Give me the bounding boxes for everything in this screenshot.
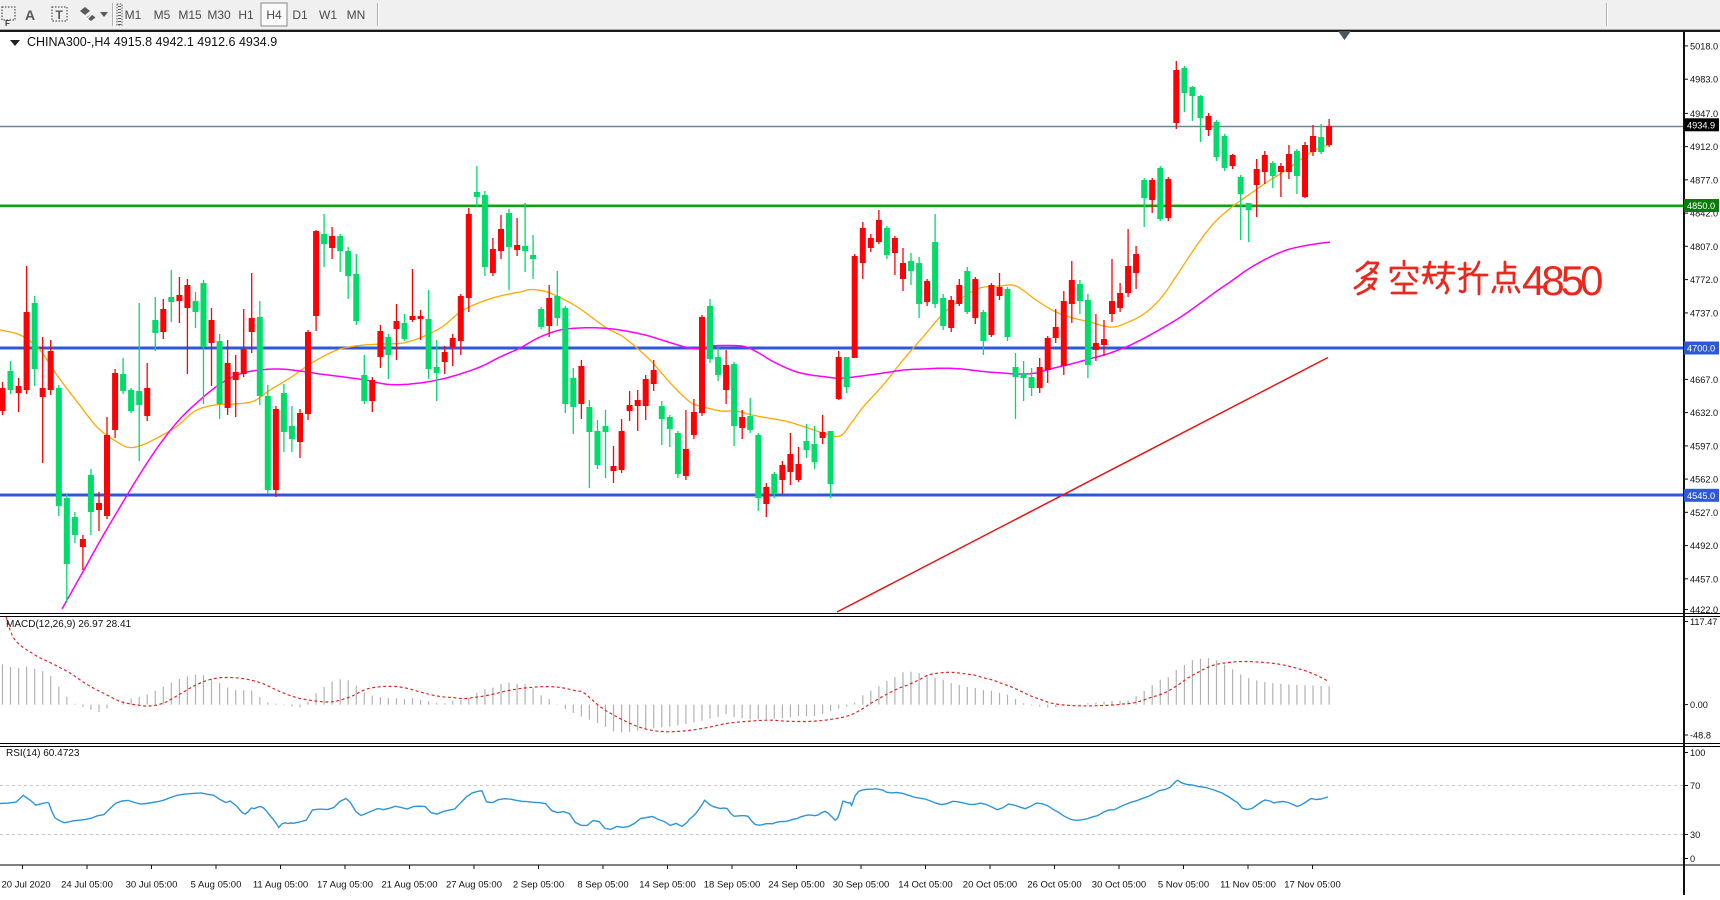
svg-text:2 Sep 05:00: 2 Sep 05:00 [513,880,564,891]
svg-text:4562.0: 4562.0 [1690,475,1718,485]
svg-text:4632.0: 4632.0 [1690,408,1718,418]
svg-text:M15: M15 [178,8,202,22]
svg-text:5 Nov 05:00: 5 Nov 05:00 [1158,880,1209,891]
svg-text:0.00: 0.00 [1690,700,1708,710]
svg-text:4597.0: 4597.0 [1690,441,1718,451]
svg-text:4737.0: 4737.0 [1690,308,1718,318]
svg-text:H4: H4 [266,8,282,22]
svg-text:W1: W1 [319,8,337,22]
svg-text:5018.0: 5018.0 [1690,41,1718,51]
svg-text:0: 0 [1690,854,1695,864]
svg-text:21 Aug 05:00: 21 Aug 05:00 [382,880,438,891]
svg-text:18 Sep 05:00: 18 Sep 05:00 [704,880,761,891]
svg-text:4807.0: 4807.0 [1690,242,1718,252]
svg-text:CHINA300-,H4 4915.8 4942.1 49: CHINA300-,H4 4915.8 4942.1 4912.6 4934.9 [27,35,277,49]
svg-text:24 Jul 05:00: 24 Jul 05:00 [61,880,113,891]
svg-text:30: 30 [1690,830,1700,840]
svg-text:100: 100 [1690,748,1705,758]
svg-text:8 Sep 05:00: 8 Sep 05:00 [577,880,628,891]
svg-text:20 Oct 05:00: 20 Oct 05:00 [963,880,1017,891]
svg-text:4545.0: 4545.0 [1687,491,1715,501]
svg-text:4492.0: 4492.0 [1690,541,1718,551]
svg-text:14 Sep 05:00: 14 Sep 05:00 [639,880,696,891]
svg-text:30 Sep 05:00: 30 Sep 05:00 [833,880,890,891]
svg-text:4912.0: 4912.0 [1690,142,1718,152]
svg-text:F: F [5,19,10,28]
svg-text:H1: H1 [238,8,254,22]
svg-text:4457.0: 4457.0 [1690,574,1718,584]
svg-text:4422.0: 4422.0 [1690,605,1718,615]
svg-text:MACD(12,26,9) 26.97 28.41: MACD(12,26,9) 26.97 28.41 [6,619,132,630]
svg-text:M5: M5 [154,8,171,22]
svg-text:4850: 4850 [1522,257,1602,304]
svg-text:70: 70 [1690,781,1700,791]
svg-text:-48.8: -48.8 [1690,731,1711,741]
svg-text:117.47: 117.47 [1690,617,1717,627]
svg-text:4527.0: 4527.0 [1690,508,1718,518]
svg-text:4947.0: 4947.0 [1690,109,1718,119]
svg-text:30 Jul 05:00: 30 Jul 05:00 [126,880,178,891]
svg-text:D1: D1 [292,8,308,22]
svg-text:4772.0: 4772.0 [1690,275,1718,285]
svg-text:14 Oct 05:00: 14 Oct 05:00 [898,880,952,891]
svg-text:20 Jul 2020: 20 Jul 2020 [2,880,51,891]
svg-text:4877.0: 4877.0 [1690,175,1718,185]
svg-text:4667.0: 4667.0 [1690,375,1718,385]
svg-text:4983.0: 4983.0 [1690,75,1718,85]
svg-text:24 Sep 05:00: 24 Sep 05:00 [768,880,825,891]
svg-text:11 Nov 05:00: 11 Nov 05:00 [1220,880,1276,891]
svg-text:5 Aug 05:00: 5 Aug 05:00 [191,880,242,891]
svg-text:27 Aug 05:00: 27 Aug 05:00 [446,880,502,891]
svg-text:30 Oct 05:00: 30 Oct 05:00 [1092,880,1146,891]
svg-text:26 Oct 05:00: 26 Oct 05:00 [1027,880,1081,891]
svg-text:MN: MN [347,8,366,22]
svg-text:4850.0: 4850.0 [1687,201,1715,211]
svg-text:17 Aug 05:00: 17 Aug 05:00 [317,880,373,891]
svg-text:17 Nov 05:00: 17 Nov 05:00 [1284,880,1341,891]
svg-text:4700.0: 4700.0 [1687,344,1715,354]
svg-text:M30: M30 [207,8,231,22]
svg-text:11 Aug 05:00: 11 Aug 05:00 [253,880,308,891]
svg-text:4842.0: 4842.0 [1690,209,1718,219]
svg-text:M1: M1 [125,8,142,22]
svg-text:A: A [25,7,35,23]
svg-text:4934.9: 4934.9 [1687,120,1715,130]
svg-text:T: T [56,8,64,22]
svg-text:RSI(14) 60.4723: RSI(14) 60.4723 [6,748,80,759]
